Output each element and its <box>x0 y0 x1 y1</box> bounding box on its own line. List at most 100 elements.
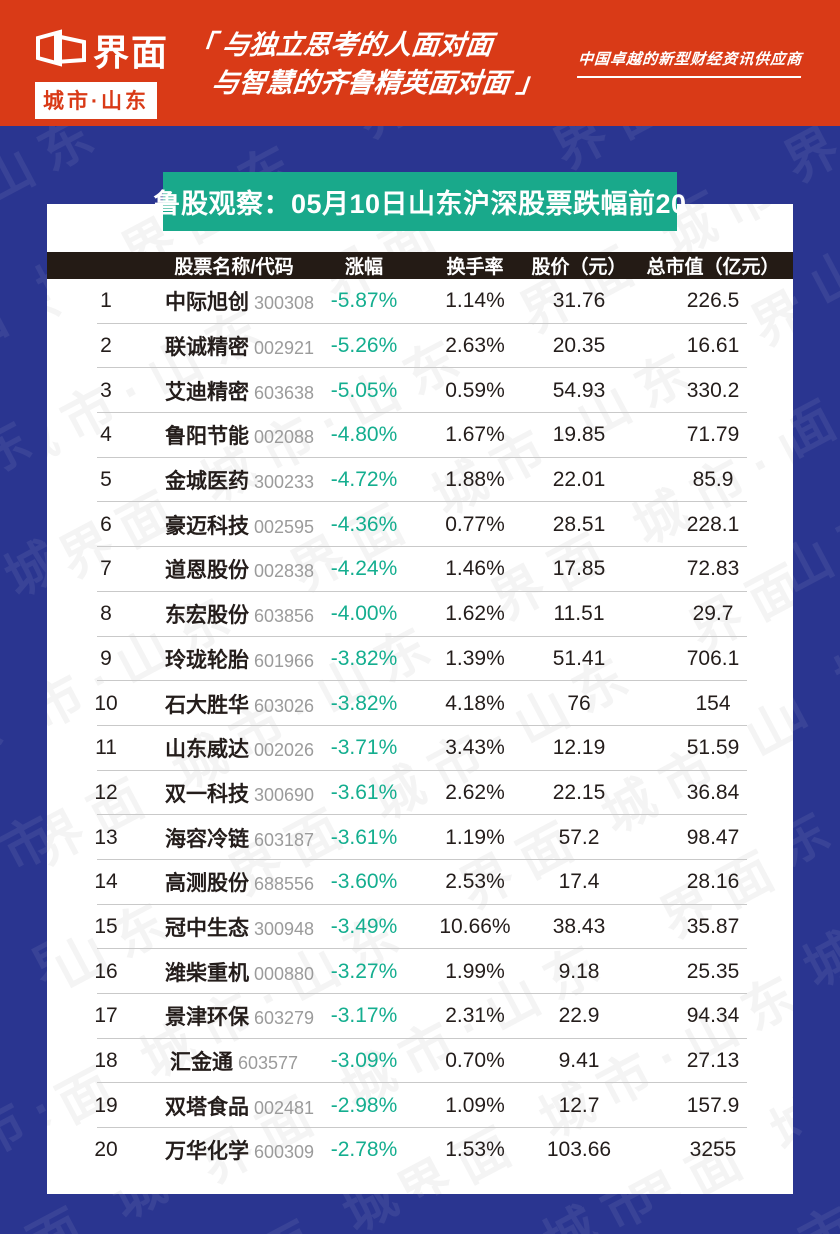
price-cell: 9.18 <box>558 959 600 983</box>
company-tagline: 中国卓越的新型财经资讯供应商 <box>576 48 804 78</box>
rank-cell: 17 <box>94 1004 118 1028</box>
stock-name: 豪迈科技 <box>165 514 249 538</box>
change-cell: -4.24% <box>330 557 398 581</box>
turnover-cell: 1.53% <box>445 1138 505 1162</box>
name-code-cell: 联诚精密 002921 <box>165 331 314 361</box>
turnover-cell: 1.09% <box>445 1093 505 1117</box>
jiemian-logo-icon <box>35 28 87 72</box>
brand-slogan: 「 与独立思考的人面对面 与智慧的齐鲁精英面对面 」 <box>182 26 550 102</box>
table-row: 4 鲁阳节能 002088 -4.80% 1.67% 19.85 71.79 <box>47 413 793 458</box>
name-code-cell: 景津环保 603279 <box>165 1001 314 1031</box>
col-header-name-code: 股票名称/代码 <box>174 257 294 278</box>
price-cell: 38.43 <box>552 914 606 938</box>
marketcap-cell: 25.35 <box>686 959 740 983</box>
marketcap-cell: 36.84 <box>686 780 740 804</box>
marketcap-cell: 98.47 <box>686 825 740 849</box>
stock-name: 联诚精密 <box>165 336 249 360</box>
table-row: 16 潍柴重机 000880 -3.27% 1.99% 9.18 25.35 <box>47 949 793 994</box>
turnover-cell: 10.66% <box>439 914 511 938</box>
price-cell: 76 <box>567 691 591 715</box>
table-row: 5 金城医药 300233 -4.72% 1.88% 22.01 85.9 <box>47 458 793 503</box>
stock-table: 股票名称/代码 涨幅 换手率 股价（元） 总市值（亿元） 1 中际旭创 30030… <box>47 204 793 1173</box>
stock-name: 鲁阳节能 <box>165 425 249 449</box>
turnover-cell: 1.99% <box>445 959 505 983</box>
marketcap-cell: 72.83 <box>686 557 740 581</box>
table-row: 6 豪迈科技 002595 -4.36% 0.77% 28.51 228.1 <box>47 502 793 547</box>
rank-cell: 6 <box>100 512 112 536</box>
turnover-cell: 1.88% <box>445 468 505 492</box>
rank-cell: 1 <box>100 289 112 313</box>
price-cell: 22.15 <box>552 780 606 804</box>
change-cell: -3.82% <box>330 646 398 670</box>
table-row: 18 汇金通 603577 -3.09% 0.70% 9.41 27.13 <box>47 1039 793 1084</box>
stock-name: 汇金通 <box>169 1051 233 1075</box>
stock-code: 002026 <box>254 740 315 761</box>
table-row: 8 东宏股份 603856 -4.00% 1.62% 11.51 29.7 <box>47 592 793 637</box>
change-cell: -3.60% <box>330 870 398 894</box>
name-code-cell: 道恩股份 002838 <box>165 554 314 584</box>
table-row: 17 景津环保 603279 -3.17% 2.31% 22.9 94.34 <box>47 994 793 1039</box>
rank-cell: 20 <box>94 1138 118 1162</box>
marketcap-cell: 3255 <box>689 1138 737 1162</box>
rank-cell: 5 <box>100 468 112 492</box>
marketcap-cell: 28.16 <box>686 870 740 894</box>
name-code-cell: 潍柴重机 000880 <box>165 957 314 987</box>
title-banner: 鲁股观察：05月10日山东沪深股票跌幅前20 <box>153 172 686 231</box>
price-cell: 17.4 <box>558 870 600 894</box>
table-row: 13 海容冷链 603187 -3.61% 1.19% 57.2 98.47 <box>47 815 793 860</box>
marketcap-cell: 226.5 <box>686 289 740 313</box>
marketcap-cell: 29.7 <box>692 602 734 626</box>
turnover-cell: 4.18% <box>445 691 505 715</box>
table-card: 界面 城市·山东 界面 城市·山东 界面 城市·山东 界面 城市·山东 界面 城… <box>47 204 793 1194</box>
brand-name: 界面 <box>93 32 170 73</box>
stock-name: 潍柴重机 <box>165 961 249 985</box>
rank-cell: 7 <box>100 557 112 581</box>
stock-code: 300308 <box>254 293 315 314</box>
rank-cell: 19 <box>94 1093 118 1117</box>
table-row: 15 冠中生态 300948 -3.49% 10.66% 38.43 35.87 <box>47 905 793 950</box>
stock-code: 603577 <box>237 1053 299 1074</box>
stock-code: 002088 <box>254 427 315 448</box>
turnover-cell: 1.39% <box>445 646 505 670</box>
stock-name: 景津环保 <box>165 1006 249 1030</box>
stock-code: 002481 <box>254 1097 315 1118</box>
name-code-cell: 汇金通 603577 <box>165 1046 303 1076</box>
price-cell: 22.9 <box>558 1004 600 1028</box>
slogan-line-2: 与智慧的齐鲁精英面对面 」 <box>210 68 546 98</box>
rank-cell: 11 <box>95 736 117 760</box>
stock-code: 603187 <box>254 829 315 850</box>
change-cell: -2.98% <box>330 1093 398 1117</box>
turnover-cell: 0.70% <box>445 1049 505 1073</box>
rank-cell: 8 <box>100 602 112 626</box>
table-row: 19 双塔食品 002481 -2.98% 1.09% 12.7 157.9 <box>47 1083 793 1128</box>
change-cell: -5.87% <box>330 289 398 313</box>
col-header-turnover: 换手率 <box>446 257 504 278</box>
stock-name: 万华化学 <box>165 1140 249 1164</box>
rank-cell: 13 <box>94 825 118 849</box>
stock-name: 高测股份 <box>165 872 249 896</box>
stock-code: 688556 <box>254 874 315 895</box>
marketcap-cell: 154 <box>695 691 731 715</box>
rank-cell: 9 <box>100 646 112 670</box>
change-cell: -4.80% <box>330 423 398 447</box>
stock-code: 603026 <box>254 695 315 716</box>
stock-code: 300233 <box>254 472 315 493</box>
table-row: 7 道恩股份 002838 -4.24% 1.46% 17.85 72.83 <box>47 547 793 592</box>
name-code-cell: 万华化学 600309 <box>165 1135 314 1165</box>
table-row: 3 艾迪精密 603638 -5.05% 0.59% 54.93 330.2 <box>47 368 793 413</box>
price-cell: 28.51 <box>552 512 606 536</box>
stock-code: 603856 <box>254 606 315 627</box>
turnover-cell: 1.19% <box>445 825 505 849</box>
stock-code: 601966 <box>254 650 315 671</box>
marketcap-cell: 71.79 <box>686 423 740 447</box>
turnover-cell: 0.77% <box>445 512 505 536</box>
change-cell: -3.82% <box>330 691 398 715</box>
table-row: 14 高测股份 688556 -3.60% 2.53% 17.4 28.16 <box>47 860 793 905</box>
rank-cell: 3 <box>100 378 112 402</box>
stock-code: 603279 <box>254 1008 315 1029</box>
stock-name: 道恩股份 <box>165 559 249 583</box>
rank-cell: 15 <box>94 914 118 938</box>
price-cell: 12.19 <box>552 736 606 760</box>
change-cell: -3.49% <box>330 914 398 938</box>
table-row: 11 山东威达 002026 -3.71% 3.43% 12.19 51.59 <box>47 726 793 771</box>
